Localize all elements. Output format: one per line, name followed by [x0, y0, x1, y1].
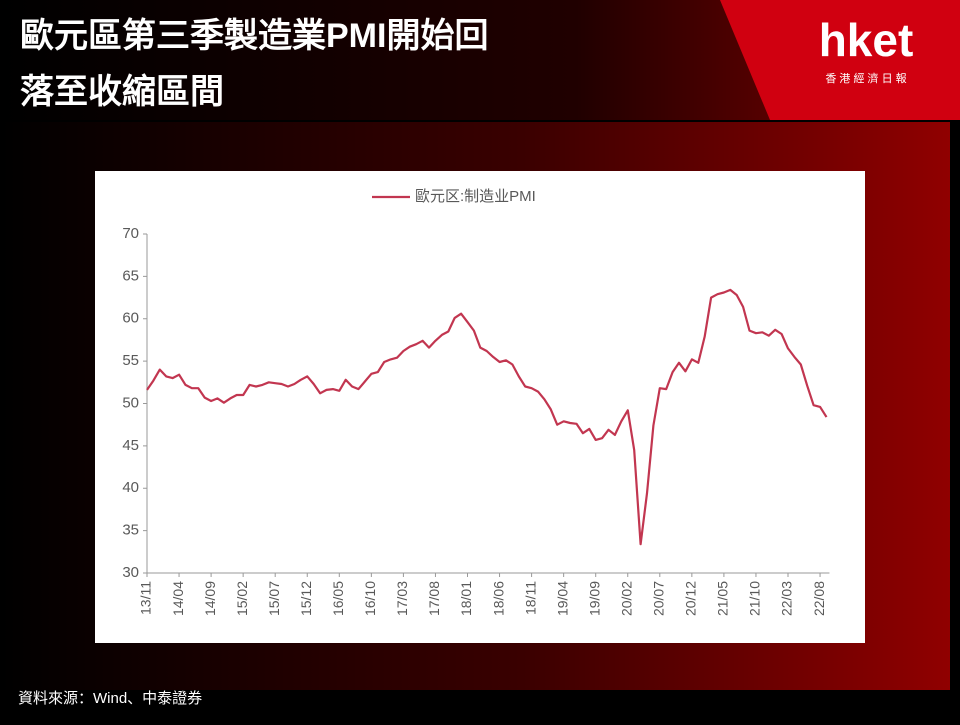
x-tick-label: 21/10 — [747, 581, 763, 616]
logo-bg — [720, 0, 960, 120]
y-tick-label: 30 — [122, 564, 139, 581]
legend-label: 歐元区:制造业PMI — [415, 188, 536, 205]
x-tick-label: 20/12 — [683, 581, 699, 616]
x-tick-label: 15/02 — [234, 581, 250, 616]
x-tick-label: 20/02 — [618, 581, 634, 616]
y-tick-label: 50 — [122, 394, 139, 411]
y-tick-label: 35 — [122, 522, 139, 539]
x-tick-label: 20/07 — [651, 581, 667, 616]
x-tick-label: 14/04 — [170, 581, 186, 616]
y-tick-label: 65 — [122, 267, 139, 284]
x-tick-label: 22/08 — [811, 581, 827, 616]
x-tick-label: 18/06 — [490, 581, 506, 616]
x-tick-label: 18/01 — [458, 581, 474, 616]
logo-subtitle: 香 港 經 濟 日 報 — [825, 71, 906, 85]
source: 資料來源：Wind、中泰證券 — [18, 690, 202, 707]
y-tick-label: 60 — [122, 310, 139, 327]
chart-panel — [95, 171, 865, 643]
y-tick-label: 70 — [122, 225, 139, 242]
y-tick-label: 55 — [122, 352, 139, 369]
title-line: 落至收縮區間 — [20, 72, 224, 111]
y-tick-label: 40 — [122, 479, 139, 496]
x-tick-label: 17/08 — [426, 581, 442, 616]
x-tick-label: 16/05 — [330, 581, 346, 616]
y-tick-label: 45 — [122, 437, 139, 454]
x-tick-label: 21/05 — [715, 581, 731, 616]
x-tick-label: 22/03 — [779, 581, 795, 616]
logo: hket — [819, 14, 914, 66]
series-line — [146, 288, 828, 546]
x-tick-label: 17/03 — [394, 581, 410, 616]
x-tick-label: 18/11 — [522, 581, 538, 615]
x-tick-label: 15/07 — [266, 581, 282, 616]
x-tick-label: 13/11 — [138, 581, 154, 615]
x-tick-label: 19/04 — [554, 581, 570, 616]
x-tick-label: 15/12 — [298, 581, 314, 616]
x-tick-label: 19/09 — [586, 581, 602, 616]
x-tick-label: 16/10 — [362, 581, 378, 616]
title-line: 歐元區第三季製造業PMI開始回 — [20, 17, 488, 55]
x-tick-label: 14/09 — [202, 581, 218, 616]
